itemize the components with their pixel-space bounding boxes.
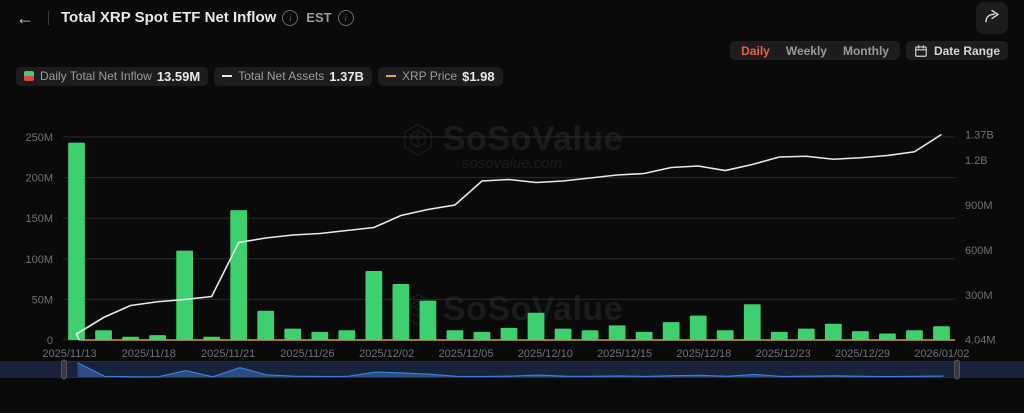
svg-text:2026/01/02: 2026/01/02 (914, 348, 969, 360)
svg-text:900M: 900M (965, 200, 993, 212)
svg-text:2025/12/10: 2025/12/10 (518, 348, 573, 360)
svg-text:2025/12/29: 2025/12/29 (835, 348, 890, 360)
svg-text:50M: 50M (32, 294, 53, 306)
svg-text:150M: 150M (25, 213, 53, 225)
svg-text:2025/12/23: 2025/12/23 (756, 348, 811, 360)
svg-text:2025/12/18: 2025/12/18 (676, 348, 731, 360)
svg-text:2025/12/02: 2025/12/02 (359, 348, 414, 360)
svg-text:2025/11/13: 2025/11/13 (42, 348, 96, 360)
svg-text:200M: 200M (25, 173, 53, 185)
svg-text:2025/12/15: 2025/12/15 (597, 348, 652, 360)
svg-text:2025/12/05: 2025/12/05 (438, 348, 493, 360)
svg-text:300M: 300M (965, 290, 993, 302)
svg-text:0: 0 (47, 335, 53, 347)
svg-text:250M: 250M (25, 132, 53, 144)
svg-text:600M: 600M (965, 245, 993, 257)
svg-text:1.2B: 1.2B (965, 155, 988, 167)
svg-text:4.04M: 4.04M (965, 334, 996, 346)
svg-text:2025/11/18: 2025/11/18 (122, 348, 176, 360)
svg-text:2025/11/26: 2025/11/26 (280, 348, 334, 360)
svg-text:1.37B: 1.37B (965, 130, 994, 142)
svg-text:2025/11/21: 2025/11/21 (201, 348, 255, 360)
svg-text:100M: 100M (25, 254, 53, 266)
